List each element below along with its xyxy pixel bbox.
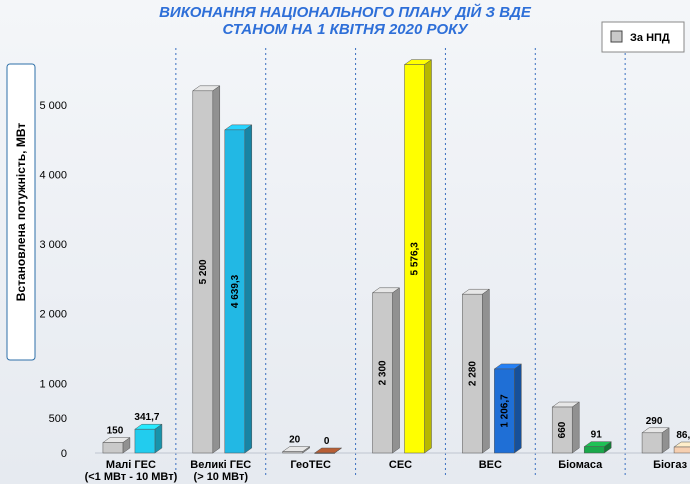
bar-front xyxy=(224,129,246,454)
bar-value-label: 150 xyxy=(107,426,124,437)
bar-front xyxy=(673,446,690,454)
bar-side xyxy=(154,423,163,454)
category-separators xyxy=(95,48,674,478)
bar: 4 639,3 xyxy=(224,124,253,454)
bar-side xyxy=(244,124,253,454)
bar-value-label: 0 xyxy=(324,436,330,447)
category-label: СЕС xyxy=(389,459,412,471)
bar-value-label: 660 xyxy=(557,421,568,438)
bar-front xyxy=(551,406,573,454)
bar: 5 200 xyxy=(192,85,221,454)
bar: 2 280 xyxy=(461,288,491,454)
bar-side xyxy=(571,401,580,454)
bar-front xyxy=(372,292,393,454)
bar-value-label: 91 xyxy=(591,430,603,441)
bar-side xyxy=(424,59,432,454)
y-axis-ticks: 0 500 1 000 2 000 3 000 4 000 5 000 xyxy=(39,100,67,460)
bar-value-label: 1 206,7 xyxy=(499,394,510,428)
bar: 150 xyxy=(102,426,131,454)
bar: 20 xyxy=(281,435,311,454)
y-tick-label: 2 000 xyxy=(39,309,67,321)
bars: 150 341,7 5 200 4 639,3 20 0 2 300 5 576,3 2 280… xyxy=(102,59,690,454)
bar-side xyxy=(334,447,342,454)
legend-label: За НПД xyxy=(630,32,670,44)
bar-front xyxy=(583,446,605,454)
y-tick-label: 5 000 xyxy=(39,100,67,112)
y-tick-label: 4 000 xyxy=(39,169,67,181)
bar-value-label: 86,1 xyxy=(676,430,690,441)
category-label: ГеоТЕС xyxy=(290,459,331,471)
bar-front xyxy=(462,293,483,454)
bar-front xyxy=(404,64,425,454)
chart-title-line-2: СТАНОМ НА 1 КВІТНЯ 2020 РОКУ xyxy=(222,21,469,38)
bar: 341,7 xyxy=(134,412,163,454)
legend: За НПД xyxy=(601,21,685,53)
category-label: (> 10 МВт) xyxy=(194,471,249,483)
bar-side xyxy=(392,287,400,454)
bar: 290 xyxy=(641,416,670,454)
bar-value-label: 2 280 xyxy=(467,361,478,386)
y-axis-label-box: Встановлена потужність, МВт xyxy=(6,63,36,361)
y-tick-label: 3 000 xyxy=(39,239,67,251)
bar: 91 xyxy=(583,430,612,454)
bar-front xyxy=(192,90,214,454)
category-label: (<1 МВт - 10 МВт) xyxy=(85,471,178,483)
legend-swatch xyxy=(610,30,623,43)
category-labels: Малі ГЕС(<1 МВт - 10 МВт) Великі ГЕС(> 10… xyxy=(85,459,688,483)
chart-title-line-1: ВИКОНАННЯ НАЦІОНАЛЬНОГО ПЛАНУ ДІЙ З ВДЕ xyxy=(159,3,532,21)
bar-value-label: 4 639,3 xyxy=(230,274,241,308)
bar: 2 300 xyxy=(371,287,401,454)
bar-value-label: 341,7 xyxy=(134,412,159,423)
bar-value-label: 20 xyxy=(289,435,301,446)
bar: 5 576,3 xyxy=(403,59,433,454)
bar-front xyxy=(314,452,335,454)
bar: 660 xyxy=(551,401,580,454)
category-label: Біомаса xyxy=(558,459,603,471)
bar-side xyxy=(514,363,522,454)
y-axis-label: Встановлена потужність, МВт xyxy=(14,123,28,302)
bar-value-label: 2 300 xyxy=(378,360,389,385)
bar: 0 xyxy=(313,436,343,454)
category-label: Малі ГЕС xyxy=(106,459,156,471)
bar-front xyxy=(494,368,515,454)
bar-front xyxy=(641,432,663,454)
bar-side xyxy=(482,288,490,454)
category-label: ВЕС xyxy=(479,459,502,471)
bar-side xyxy=(212,85,221,454)
y-tick-label: 500 xyxy=(49,413,67,425)
bar-value-label: 5 200 xyxy=(198,259,209,284)
bar-front xyxy=(134,428,156,454)
category-label: Біогаз xyxy=(653,459,688,471)
bar: 86,1 xyxy=(673,430,690,454)
bar: 1 206,7 xyxy=(493,363,523,454)
bar-front xyxy=(102,442,124,454)
y-tick-label: 1 000 xyxy=(39,378,67,390)
bar-value-label: 5 576,3 xyxy=(410,242,421,276)
y-tick-label: 0 xyxy=(61,448,67,460)
bar-value-label: 290 xyxy=(646,416,663,427)
category-label: Великі ГЕС xyxy=(190,459,251,471)
bar-front xyxy=(282,451,303,454)
